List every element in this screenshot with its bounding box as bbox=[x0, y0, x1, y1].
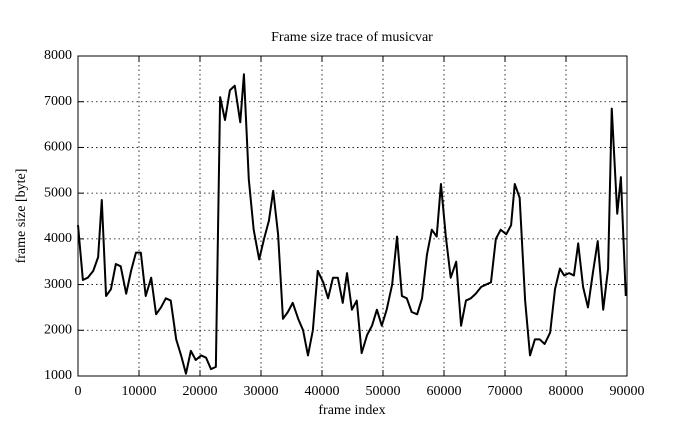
chart-title: Frame size trace of musicvar bbox=[271, 30, 433, 45]
x-tick-label: 40000 bbox=[305, 384, 340, 399]
x-tick-label: 80000 bbox=[549, 384, 584, 399]
y-tick-label: 1000 bbox=[44, 368, 72, 383]
y-axis-label: frame size [byte] bbox=[14, 169, 29, 264]
x-tick-label: 0 bbox=[75, 384, 82, 399]
x-tick-label: 50000 bbox=[366, 384, 401, 399]
y-tick-label: 8000 bbox=[44, 48, 72, 63]
y-tick-label: 2000 bbox=[44, 323, 72, 338]
x-tick-label: 30000 bbox=[244, 384, 279, 399]
plot-frame bbox=[77, 55, 628, 377]
x-tick-label: 60000 bbox=[427, 384, 462, 399]
x-tick-label: 20000 bbox=[183, 384, 218, 399]
x-tick-label: 90000 bbox=[610, 384, 645, 399]
y-tick-label: 4000 bbox=[44, 231, 72, 246]
x-tick-label: 10000 bbox=[122, 384, 157, 399]
y-tick-label: 6000 bbox=[44, 140, 72, 155]
x-tick-label: 70000 bbox=[488, 384, 523, 399]
x-axis-label: frame index bbox=[318, 403, 385, 418]
y-tick-label: 3000 bbox=[44, 277, 72, 292]
data-line bbox=[77, 73, 627, 375]
y-tick-label: 5000 bbox=[44, 185, 72, 200]
y-tick-label: 7000 bbox=[44, 94, 72, 109]
